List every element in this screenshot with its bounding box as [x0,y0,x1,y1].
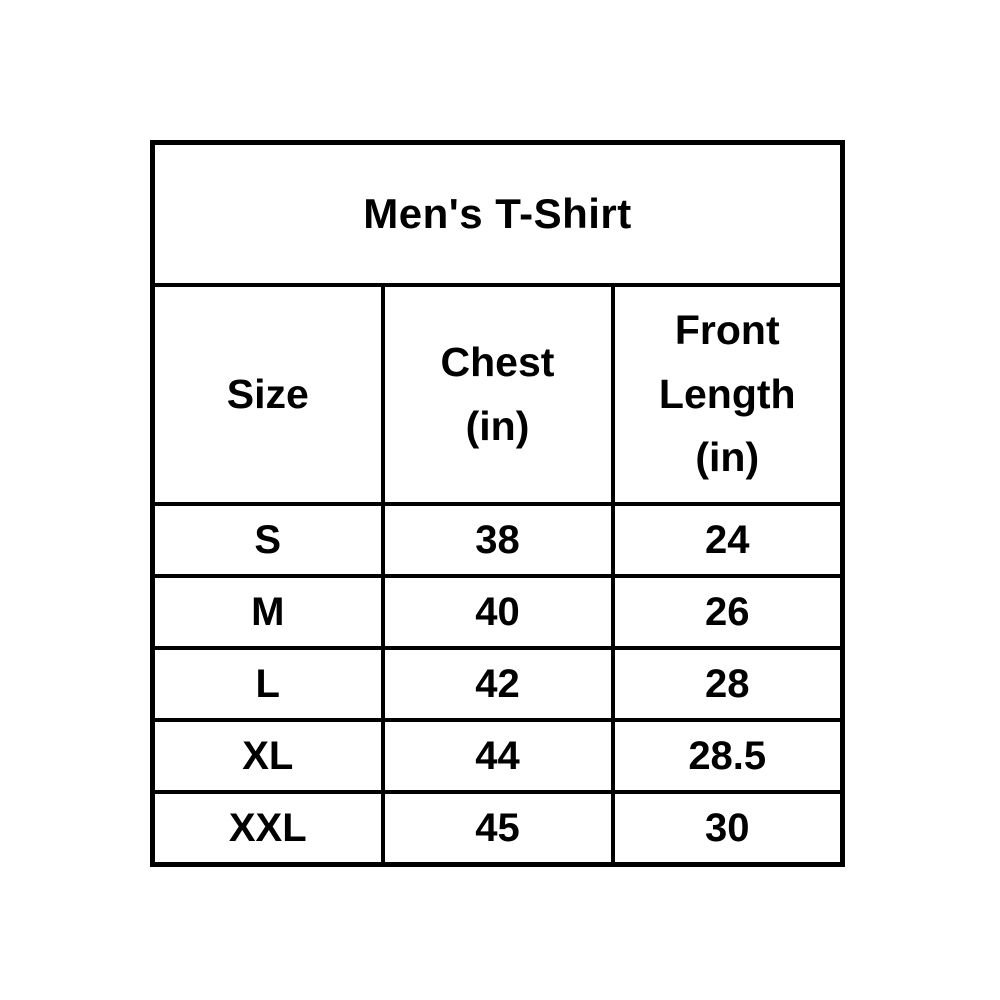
front-length-cell: 26 [610,574,845,650]
front-length-cell: 28.5 [610,718,845,794]
front-length-cell: 24 [610,502,845,578]
table-row-xxl: XXL 45 30 [150,790,845,867]
column-header-front-length: Front Length (in) [610,283,845,506]
size-cell: L [150,646,385,722]
column-header-chest: Chest (in) [380,283,615,506]
chest-cell: 45 [380,790,615,867]
column-header-size: Size [150,283,385,506]
size-cell: S [150,502,385,578]
chest-cell: 42 [380,646,615,722]
size-cell: XXL [150,790,385,867]
size-chart-table: Men's T-Shirt Size Chest (in) Front Leng… [150,140,845,867]
size-cell: XL [150,718,385,794]
table-row-l: L 42 28 [150,646,845,722]
title-row: Men's T-Shirt [150,140,845,287]
size-cell: M [150,574,385,650]
table-row-xl: XL 44 28.5 [150,718,845,794]
front-length-cell: 30 [610,790,845,867]
chest-cell: 44 [380,718,615,794]
table-row-m: M 40 26 [150,574,845,650]
chest-cell: 38 [380,502,615,578]
header-row: Size Chest (in) Front Length (in) [150,283,845,506]
chest-cell: 40 [380,574,615,650]
front-length-cell: 28 [610,646,845,722]
table-title: Men's T-Shirt [150,140,845,287]
table-row-s: S 38 24 [150,502,845,578]
